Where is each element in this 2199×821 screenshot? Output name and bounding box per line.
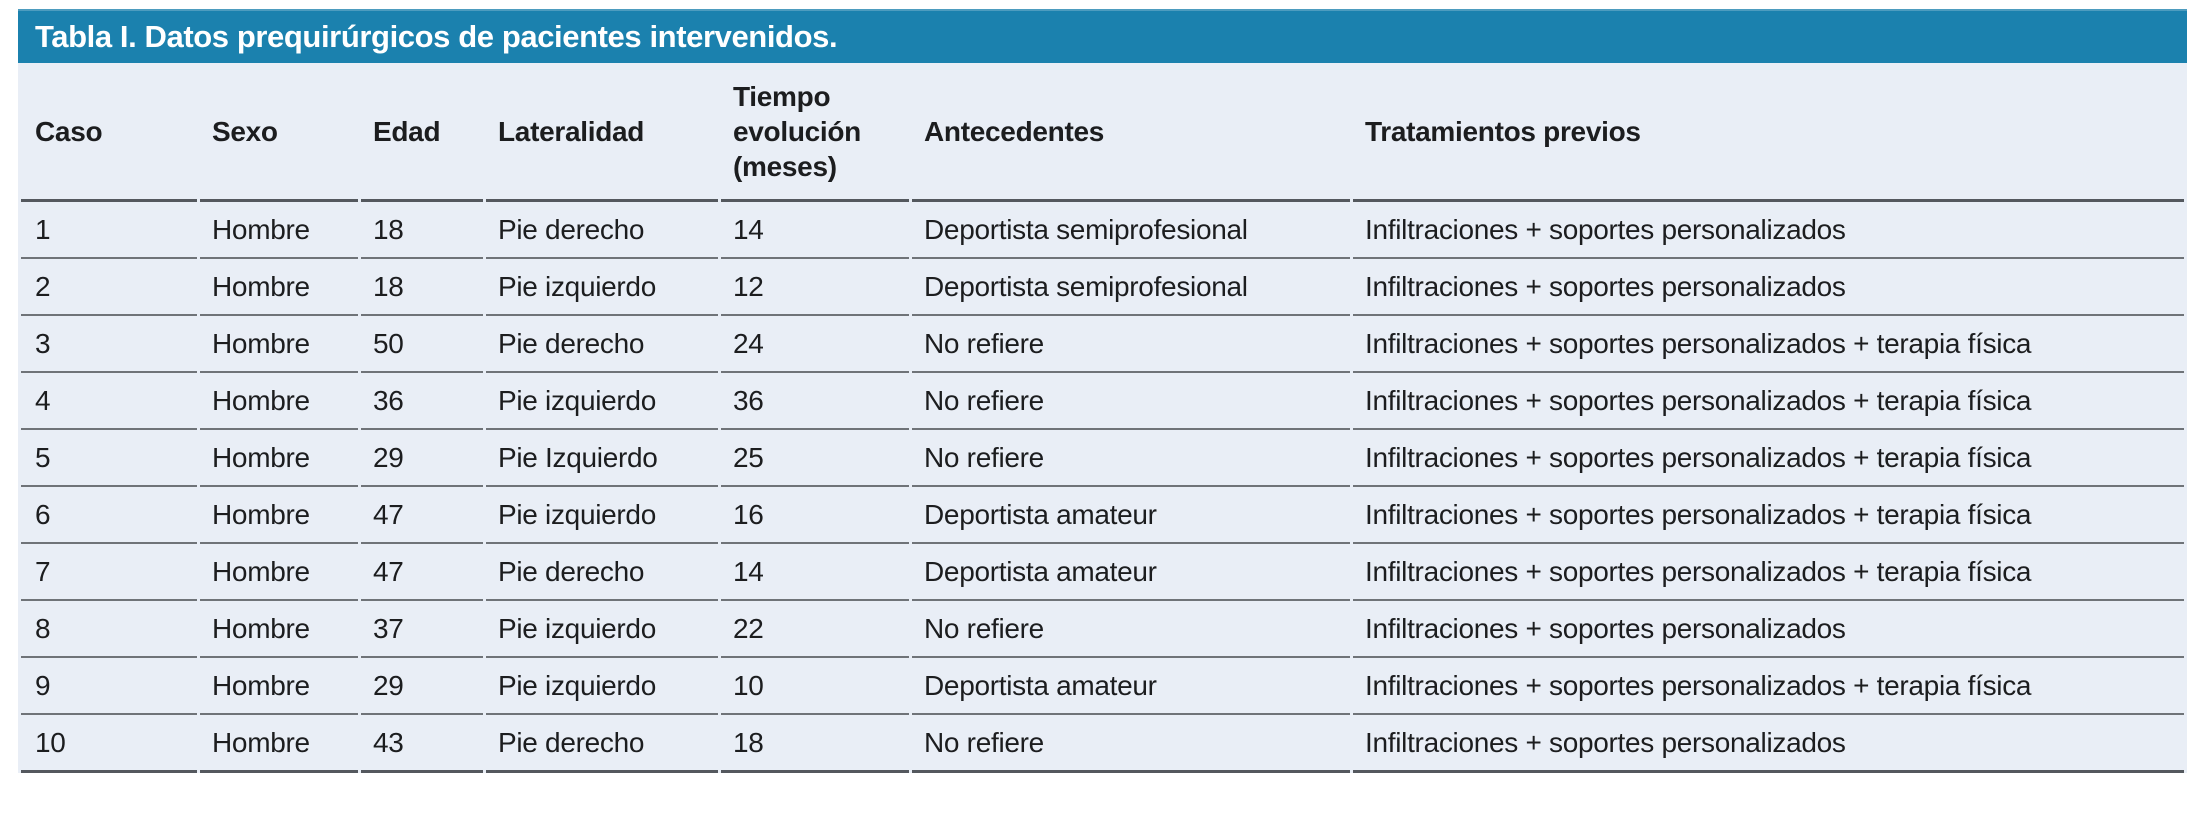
column-header-edad: Edad — [361, 63, 483, 202]
cell-sexo: Hombre — [200, 430, 358, 487]
table-header-row: Caso Sexo Edad Lateralidad Tiempo evoluc… — [21, 63, 2184, 202]
cell-lateralidad: Pie izquierdo — [486, 373, 718, 430]
cell-tratamientos-previos: Infiltraciones + soportes personalizados… — [1353, 658, 2184, 715]
table-row: 4 Hombre 36 Pie izquierdo 36 No refiere Infilt… — [21, 373, 2184, 430]
cell-tiempo-evolucion: 36 — [721, 373, 909, 430]
column-header-tiempo: Tiempo evolución (meses) — [721, 63, 909, 202]
cell-tratamientos-previos: Infiltraciones + soportes personalizados — [1353, 202, 2184, 259]
table-title: Tabla I. Datos prequirúrgicos de pacient… — [35, 19, 838, 54]
cell-edad: 47 — [361, 544, 483, 601]
cell-caso: 4 — [21, 373, 197, 430]
table-row: 2 Hombre 18 Pie izquierdo 12 Deportista semip… — [21, 259, 2184, 316]
cell-antecedentes: No refiere — [912, 601, 1350, 658]
cell-tiempo-evolucion: 24 — [721, 316, 909, 373]
table-row: 9 Hombre 29 Pie izquierdo 10 Deportista amate… — [21, 658, 2184, 715]
cell-lateralidad: Pie izquierdo — [486, 601, 718, 658]
cell-sexo: Hombre — [200, 601, 358, 658]
cell-lateralidad: Pie izquierdo — [486, 259, 718, 316]
table-body: Caso Sexo Edad Lateralidad Tiempo evoluc… — [18, 63, 2187, 773]
cell-tiempo-evolucion: 22 — [721, 601, 909, 658]
cell-caso: 8 — [21, 601, 197, 658]
cell-tiempo-evolucion: 18 — [721, 715, 909, 773]
cell-antecedentes: No refiere — [912, 316, 1350, 373]
column-header-lateralidad: Lateralidad — [486, 63, 718, 202]
cell-antecedentes: No refiere — [912, 373, 1350, 430]
table-rows: 1 Hombre 18 Pie derecho 14 Deportista semipro… — [21, 202, 2184, 773]
cell-lateralidad: Pie derecho — [486, 544, 718, 601]
data-table: Caso Sexo Edad Lateralidad Tiempo evoluc… — [18, 63, 2187, 773]
cell-lateralidad: Pie derecho — [486, 202, 718, 259]
cell-antecedentes: Deportista semiprofesional — [912, 202, 1350, 259]
column-header-sexo: Sexo — [200, 63, 358, 202]
cell-sexo: Hombre — [200, 544, 358, 601]
cell-edad: 43 — [361, 715, 483, 773]
cell-caso: 9 — [21, 658, 197, 715]
table-row: 3 Hombre 50 Pie derecho 24 No refiere Infiltra… — [21, 316, 2184, 373]
cell-caso: 5 — [21, 430, 197, 487]
cell-tratamientos-previos: Infiltraciones + soportes personalizados… — [1353, 373, 2184, 430]
cell-sexo: Hombre — [200, 373, 358, 430]
column-header-tratamientos: Tratamientos previos — [1353, 63, 2184, 202]
cell-sexo: Hombre — [200, 715, 358, 773]
table-title-bar: Tabla I. Datos prequirúrgicos de pacient… — [18, 9, 2187, 63]
cell-tratamientos-previos: Infiltraciones + soportes personalizados… — [1353, 544, 2184, 601]
cell-caso: 3 — [21, 316, 197, 373]
cell-tiempo-evolucion: 12 — [721, 259, 909, 316]
cell-edad: 50 — [361, 316, 483, 373]
column-header-caso: Caso — [21, 63, 197, 202]
cell-sexo: Hombre — [200, 202, 358, 259]
cell-antecedentes: Deportista amateur — [912, 544, 1350, 601]
cell-tratamientos-previos: Infiltraciones + soportes personalizados — [1353, 259, 2184, 316]
table-row: 6 Hombre 47 Pie izquierdo 16 Deportista amate… — [21, 487, 2184, 544]
cell-sexo: Hombre — [200, 316, 358, 373]
table-card: Tabla I. Datos prequirúrgicos de pacient… — [18, 9, 2187, 773]
cell-lateralidad: Pie derecho — [486, 316, 718, 373]
table-row: 7 Hombre 47 Pie derecho 14 Deportista amateur… — [21, 544, 2184, 601]
cell-edad: 18 — [361, 259, 483, 316]
cell-sexo: Hombre — [200, 259, 358, 316]
cell-edad: 36 — [361, 373, 483, 430]
cell-antecedentes: Deportista amateur — [912, 658, 1350, 715]
cell-edad: 47 — [361, 487, 483, 544]
table-row: 10 Hombre 43 Pie derecho 18 No refiere Infiltr… — [21, 715, 2184, 773]
cell-lateralidad: Pie derecho — [486, 715, 718, 773]
table-row: 8 Hombre 37 Pie izquierdo 22 No refiere Infilt… — [21, 601, 2184, 658]
cell-edad: 29 — [361, 658, 483, 715]
cell-caso: 6 — [21, 487, 197, 544]
cell-tiempo-evolucion: 10 — [721, 658, 909, 715]
column-header-antecedentes: Antecedentes — [912, 63, 1350, 202]
cell-edad: 37 — [361, 601, 483, 658]
cell-tiempo-evolucion: 14 — [721, 202, 909, 259]
cell-tratamientos-previos: Infiltraciones + soportes personalizados… — [1353, 316, 2184, 373]
cell-tiempo-evolucion: 25 — [721, 430, 909, 487]
cell-tratamientos-previos: Infiltraciones + soportes personalizados — [1353, 715, 2184, 773]
cell-edad: 29 — [361, 430, 483, 487]
cell-tiempo-evolucion: 16 — [721, 487, 909, 544]
cell-lateralidad: Pie izquierdo — [486, 658, 718, 715]
cell-antecedentes: No refiere — [912, 715, 1350, 773]
cell-tiempo-evolucion: 14 — [721, 544, 909, 601]
cell-edad: 18 — [361, 202, 483, 259]
cell-sexo: Hombre — [200, 658, 358, 715]
cell-caso: 1 — [21, 202, 197, 259]
cell-antecedentes: Deportista semiprofesional — [912, 259, 1350, 316]
cell-lateralidad: Pie Izquierdo — [486, 430, 718, 487]
cell-antecedentes: Deportista amateur — [912, 487, 1350, 544]
cell-lateralidad: Pie izquierdo — [486, 487, 718, 544]
cell-tratamientos-previos: Infiltraciones + soportes personalizados… — [1353, 430, 2184, 487]
table-row: 1 Hombre 18 Pie derecho 14 Deportista semipro… — [21, 202, 2184, 259]
cell-tratamientos-previos: Infiltraciones + soportes personalizados… — [1353, 487, 2184, 544]
cell-caso: 2 — [21, 259, 197, 316]
cell-antecedentes: No refiere — [912, 430, 1350, 487]
table-row: 5 Hombre 29 Pie Izquierdo 25 No refiere Infilt… — [21, 430, 2184, 487]
cell-caso: 7 — [21, 544, 197, 601]
cell-tratamientos-previos: Infiltraciones + soportes personalizados — [1353, 601, 2184, 658]
cell-sexo: Hombre — [200, 487, 358, 544]
cell-caso: 10 — [21, 715, 197, 773]
